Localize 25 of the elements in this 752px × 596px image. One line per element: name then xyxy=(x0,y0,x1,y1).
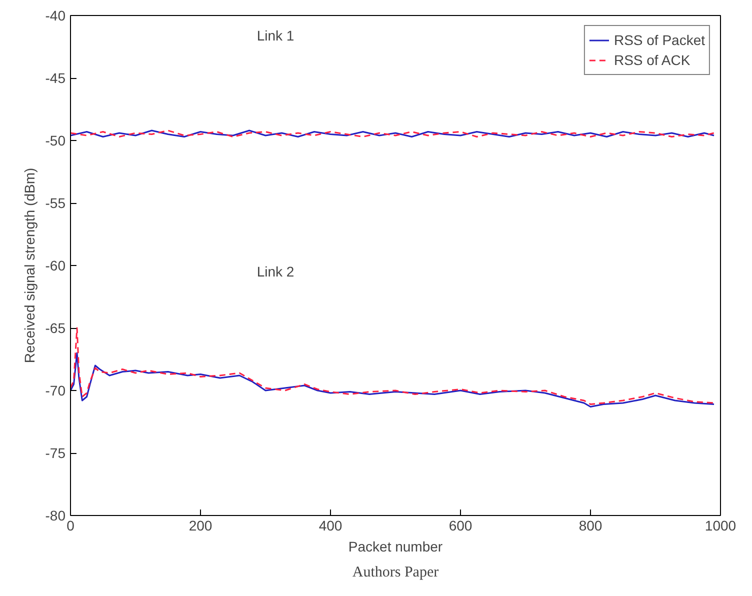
x-axis-title: Packet number xyxy=(348,538,443,554)
annotation: Link 2 xyxy=(256,264,294,280)
line-series xyxy=(70,327,715,405)
y-tick-label: -55 xyxy=(45,195,66,211)
text: Authors Paper xyxy=(352,564,439,580)
x-tick-label: 200 xyxy=(188,518,212,534)
y-tick-label: -40 xyxy=(45,8,66,24)
y-tick-label: -50 xyxy=(45,132,66,148)
legend-label: RSS of Packet xyxy=(614,32,705,48)
annotation: Link 1 xyxy=(256,28,294,44)
y-tick-label: -65 xyxy=(45,320,66,336)
y-tick-label: -75 xyxy=(45,445,66,461)
y-tick-label: -45 xyxy=(45,70,66,86)
x-tick-label: 400 xyxy=(318,518,342,534)
x-tick-label: 800 xyxy=(578,518,602,534)
x-tick-label: 0 xyxy=(66,518,75,534)
line-series xyxy=(70,130,715,138)
x-tick-label: 600 xyxy=(448,518,472,534)
y-tick-label: -80 xyxy=(45,508,66,524)
y-tick-label: -70 xyxy=(45,382,66,398)
line-series xyxy=(70,352,715,408)
y-tick-label: -60 xyxy=(45,258,66,274)
legend-label: RSS of ACK xyxy=(614,52,690,68)
x-tick-label: 1000 xyxy=(704,518,736,534)
y-axis-title: Received signal strength (dBm) xyxy=(21,168,38,364)
